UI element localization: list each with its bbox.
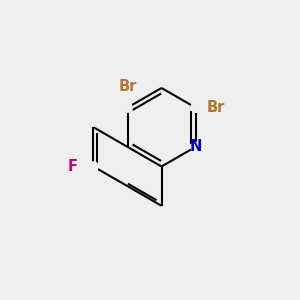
Circle shape	[191, 103, 200, 112]
Text: Br: Br	[207, 100, 226, 115]
Text: Br: Br	[118, 79, 137, 94]
Text: N: N	[189, 140, 202, 154]
Text: F: F	[68, 159, 78, 174]
Circle shape	[89, 162, 98, 171]
Circle shape	[123, 103, 132, 112]
Circle shape	[191, 142, 200, 152]
